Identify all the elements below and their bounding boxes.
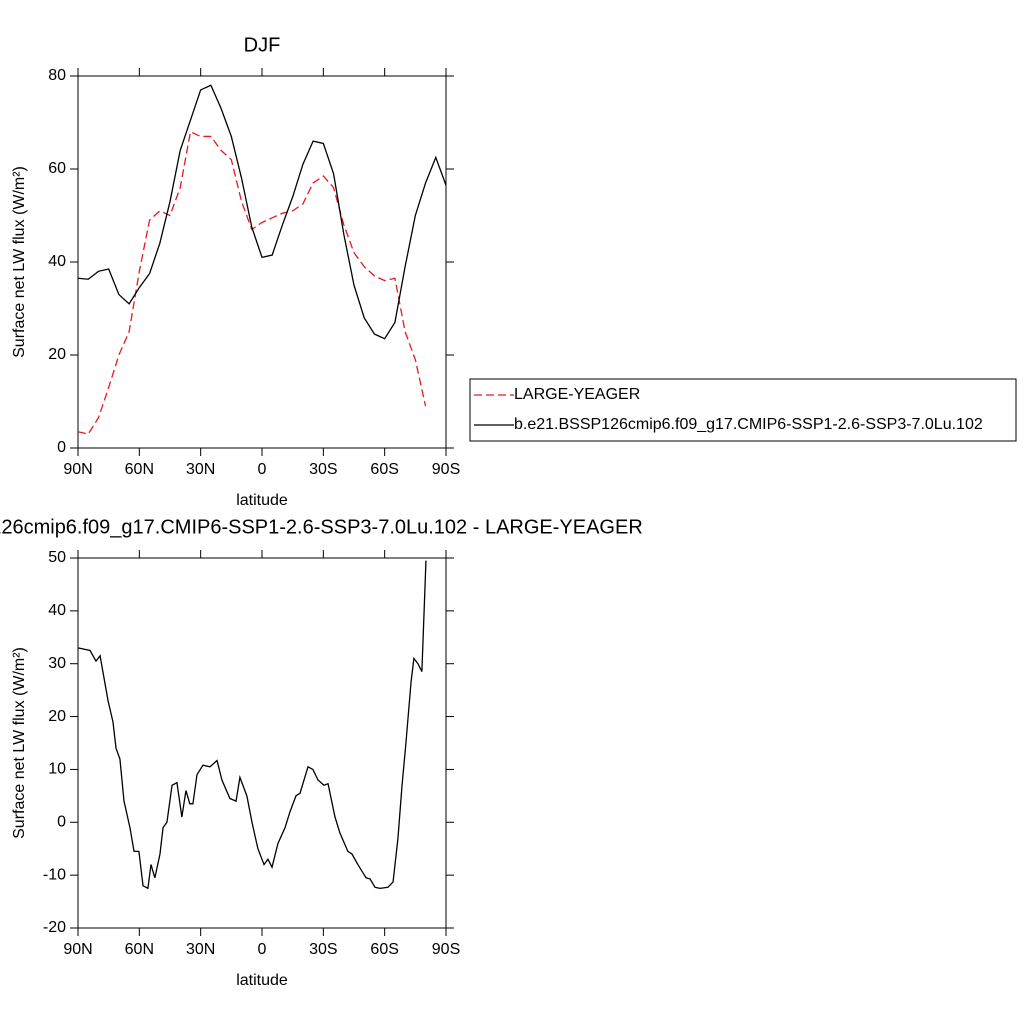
y-tick-label: 60 (48, 160, 66, 177)
y-tick-label: -10 (43, 866, 66, 883)
data-line (77, 560, 427, 890)
y-axis-label: Surface net LW flux (W/m²) (11, 647, 28, 839)
legend-label: LARGE-YEAGER (514, 386, 640, 403)
plot-frame (77, 75, 447, 449)
x-tick-label: 90S (432, 461, 460, 478)
legend-box (469, 378, 1017, 442)
x-tick-label: 90S (432, 941, 460, 958)
plot-frame (77, 557, 447, 929)
legend-label: b.e21.BSSP126cmip6.f09_g17.CMIP6-SSP1-2.… (514, 416, 983, 433)
y-tick-label: 30 (48, 655, 66, 672)
y-tick-label: -20 (43, 919, 66, 936)
y-tick-label: 40 (48, 602, 66, 619)
x-tick-label: 30N (186, 941, 215, 958)
data-line (77, 130, 427, 435)
x-tick-label: 60N (125, 941, 154, 958)
y-tick-label: 40 (48, 253, 66, 270)
data-line (77, 84, 447, 340)
y-tick-label: 80 (48, 67, 66, 84)
x-axis-label: latitude (236, 972, 288, 989)
chart-title: b.e21.BSSP126cmip6.f09_g17.CMIP6-SSP1-2.… (0, 516, 643, 538)
y-tick-label: 10 (48, 761, 66, 778)
y-tick-label: 50 (48, 549, 66, 566)
chart-title: DJF (244, 34, 281, 56)
x-tick-label: 60N (125, 461, 154, 478)
x-tick-label: 60S (370, 941, 398, 958)
x-tick-label: 0 (258, 941, 267, 958)
x-tick-label: 30S (309, 461, 337, 478)
x-tick-label: 30S (309, 941, 337, 958)
y-axis-label: Surface net LW flux (W/m²) (11, 166, 28, 358)
y-tick-label: 20 (48, 346, 66, 363)
y-tick-label: 20 (48, 708, 66, 725)
x-tick-label: 60S (370, 461, 398, 478)
x-tick-label: 90N (63, 941, 92, 958)
x-tick-label: 30N (186, 461, 215, 478)
x-tick-label: 90N (63, 461, 92, 478)
x-axis-label: latitude (236, 492, 288, 509)
y-tick-label: 0 (57, 439, 66, 456)
y-tick-label: 0 (57, 814, 66, 831)
x-tick-label: 0 (258, 461, 267, 478)
